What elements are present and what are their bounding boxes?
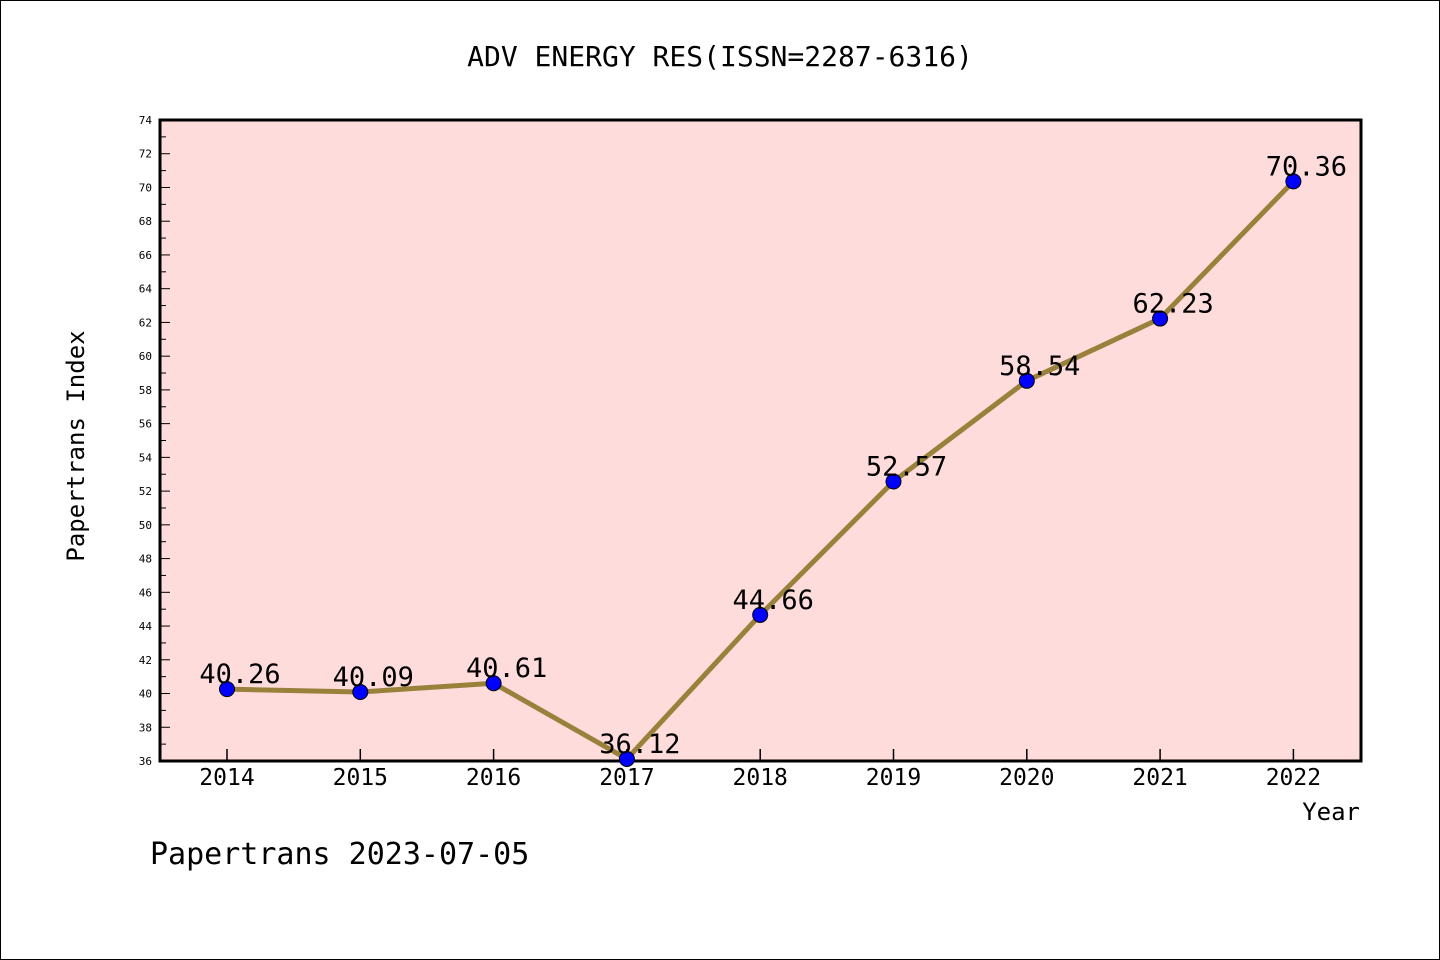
data-label: 40.61 xyxy=(466,653,547,684)
y-tick-label: 44 xyxy=(139,620,153,633)
y-axis-label: Papertrans Index xyxy=(62,330,90,561)
x-tick-label: 2021 xyxy=(1132,765,1187,791)
data-point xyxy=(485,675,502,692)
y-tick-label: 36 xyxy=(139,755,152,768)
data-point xyxy=(752,606,769,623)
chart-title: ADV ENERGY RES(ISSN=2287-6316) xyxy=(467,40,973,73)
y-tick-label: 70 xyxy=(139,181,152,194)
x-tick-label: 2017 xyxy=(599,765,654,791)
data-label: 58.54 xyxy=(999,351,1080,382)
data-label: 70.36 xyxy=(1266,151,1347,182)
x-axis-ticks: 2014 2015 2016 2017 2018 2019 2020 2021 2022 xyxy=(199,749,1321,791)
x-axis-label: Year xyxy=(1302,798,1360,826)
y-tick-label: 38 xyxy=(139,721,152,734)
y-tick-label: 46 xyxy=(139,586,152,599)
y-tick-label: 60 xyxy=(139,350,152,363)
y-tick-label: 68 xyxy=(139,215,152,228)
y-tick-label: 48 xyxy=(139,553,152,566)
data-labels: 40.26 40.09 40.61 36.12 44.66 52.57 58.54 62.23… xyxy=(199,151,1347,760)
data-point xyxy=(618,750,635,767)
data-point xyxy=(1152,310,1169,327)
data-point xyxy=(885,473,902,490)
x-tick-label: 2018 xyxy=(733,765,788,791)
y-tick-label: 58 xyxy=(139,384,152,397)
data-label: 44.66 xyxy=(733,585,814,616)
y-tick-label: 52 xyxy=(139,485,152,498)
data-point xyxy=(1285,173,1302,190)
data-label: 40.26 xyxy=(199,659,280,690)
y-tick-label: 62 xyxy=(139,316,152,329)
y-tick-label: 40 xyxy=(139,688,152,701)
y-axis-ticks: 36 38 40 42 44 46 48 50 52 54 56 58 60 62 64 66 68 70 72 74 xyxy=(139,114,170,768)
y-tick-label: 50 xyxy=(139,519,152,532)
y-tick-label: 56 xyxy=(139,418,152,431)
data-point xyxy=(219,681,235,698)
y-tick-label: 42 xyxy=(139,654,152,667)
x-tick-label: 2016 xyxy=(466,765,521,791)
y-tick-label: 64 xyxy=(139,283,153,296)
x-tick-label: 2019 xyxy=(866,765,921,791)
data-point xyxy=(352,684,369,701)
data-label: 52.57 xyxy=(866,451,947,482)
data-label: 62.23 xyxy=(1132,289,1213,320)
y-tick-label: 72 xyxy=(139,148,152,161)
plot-area xyxy=(158,118,1363,763)
y-tick-label: 54 xyxy=(139,451,153,464)
x-tick-label: 2015 xyxy=(333,765,388,791)
x-tick-label: 2020 xyxy=(999,765,1054,791)
data-point xyxy=(1018,372,1035,389)
y-tick-label: 66 xyxy=(139,249,152,262)
x-tick-label: 2022 xyxy=(1266,765,1321,791)
data-label: 36.12 xyxy=(599,729,680,760)
y-tick-label: 74 xyxy=(139,114,153,127)
data-label: 40.09 xyxy=(333,662,414,693)
footer-credit: Papertrans 2023-07-05 xyxy=(150,837,529,872)
x-tick-label: 2014 xyxy=(199,765,254,791)
data-markers xyxy=(219,173,1302,767)
